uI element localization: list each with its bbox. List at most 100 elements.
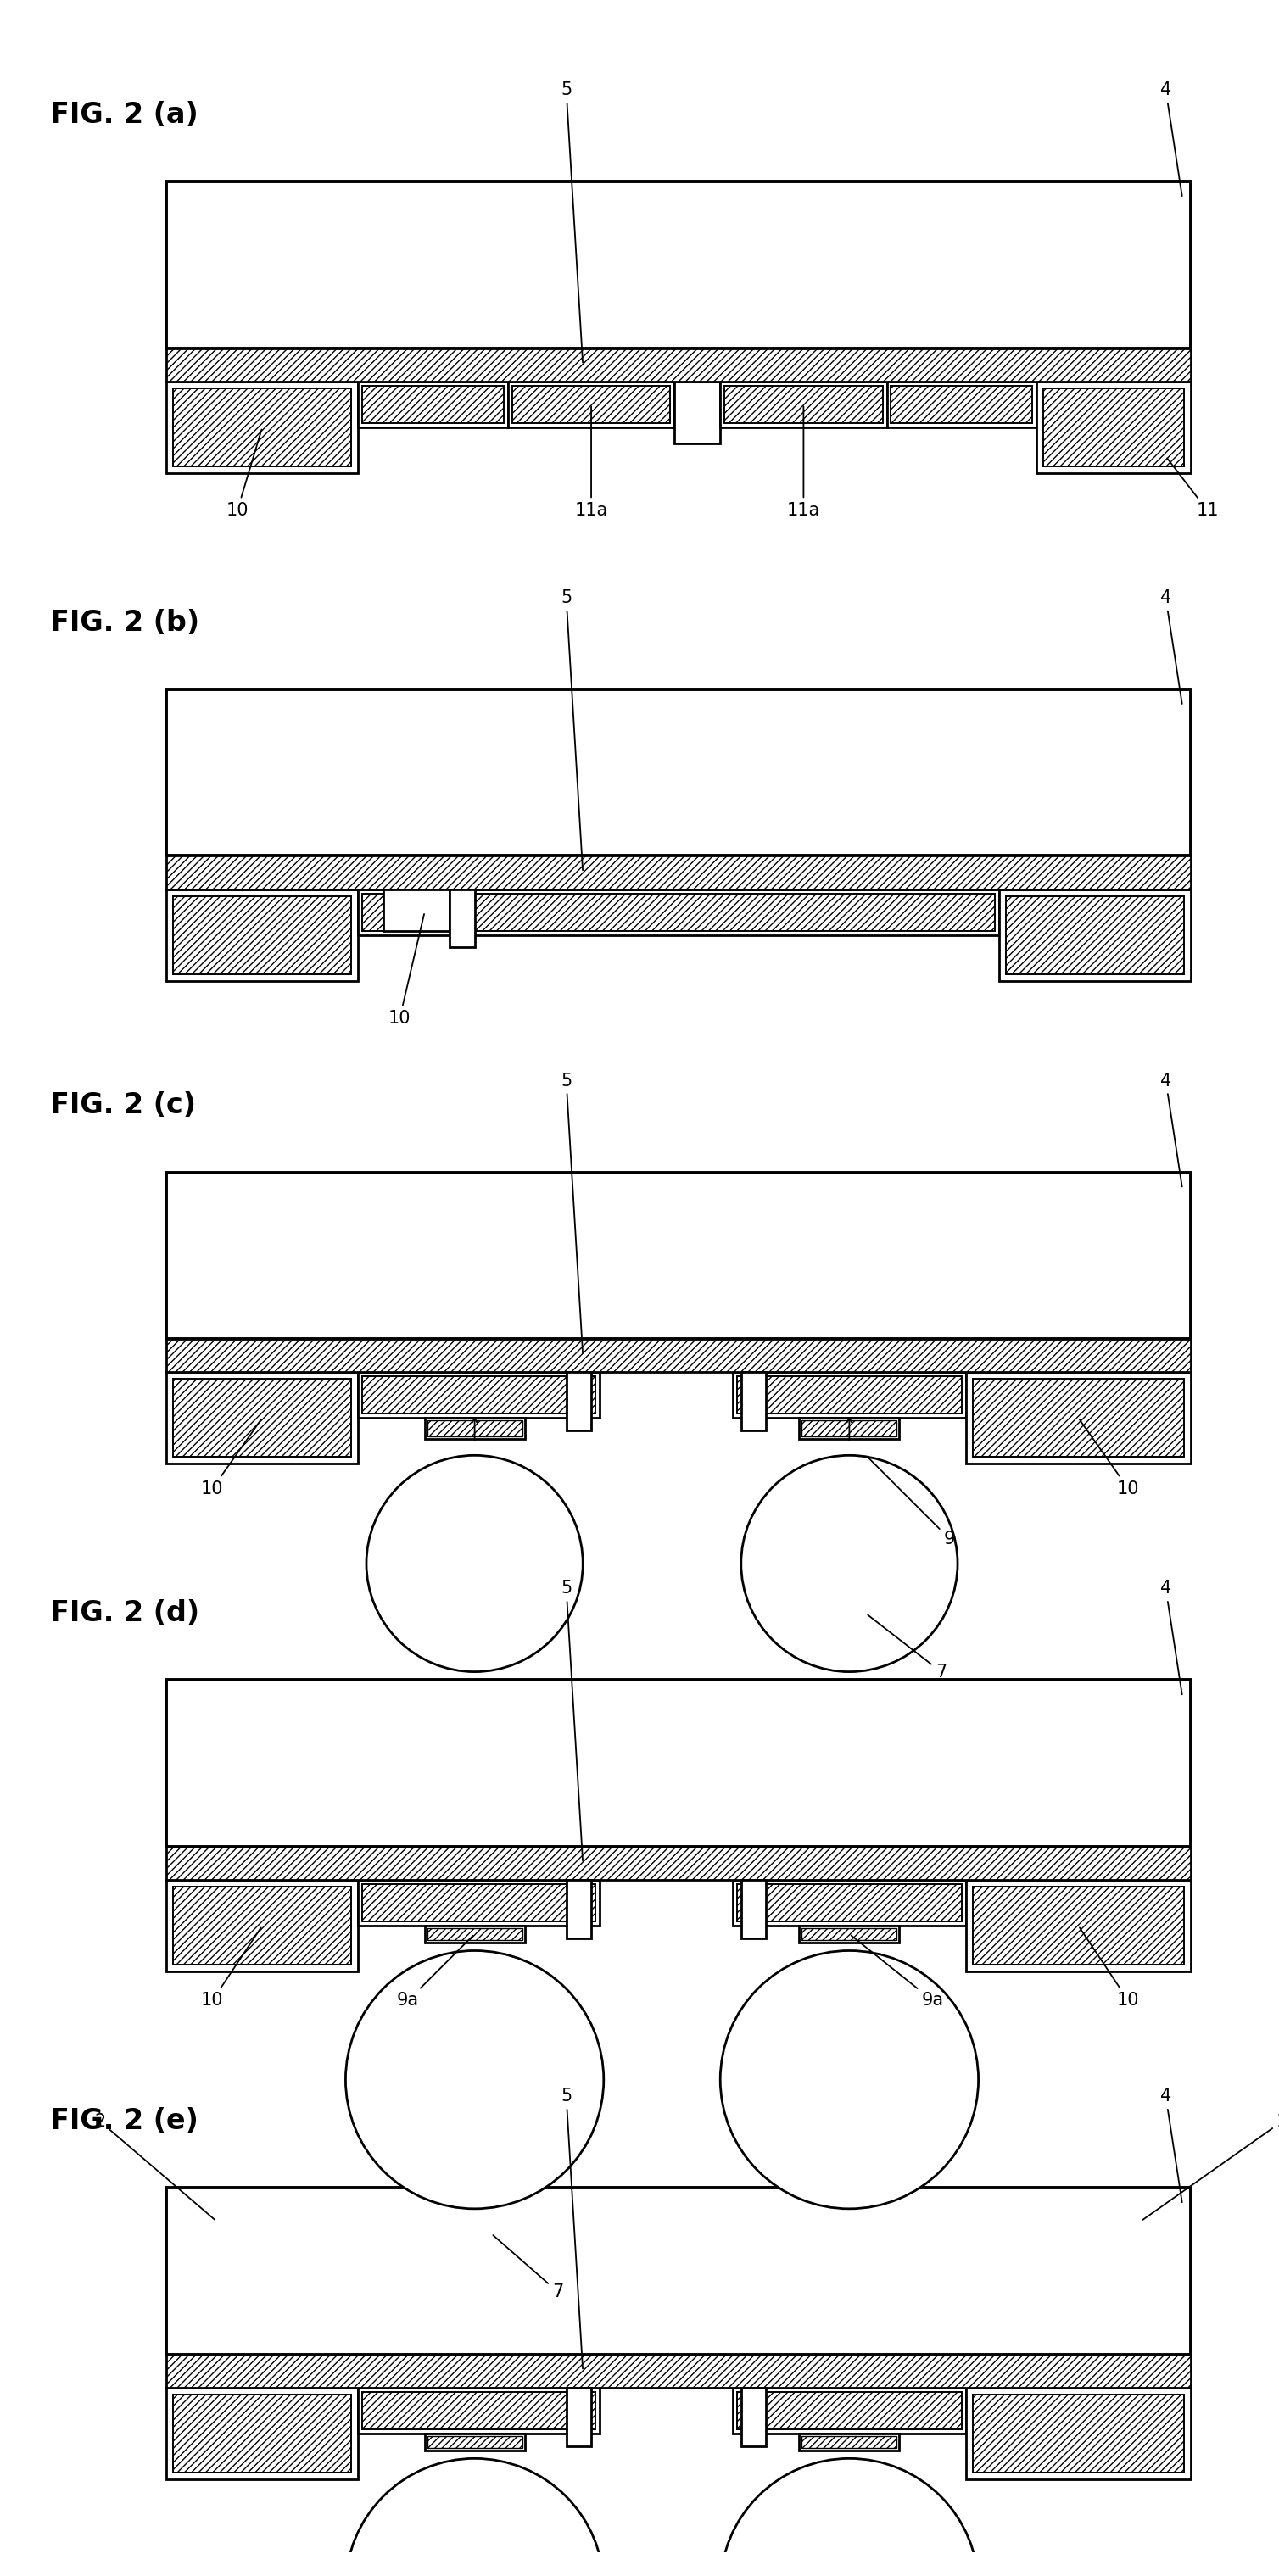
Bar	[362, 1883, 595, 1922]
Bar	[567, 2388, 591, 2447]
Bar	[1037, 381, 1191, 474]
Text: 9a: 9a	[396, 1935, 473, 2009]
Bar	[741, 2388, 766, 2447]
Bar	[567, 1373, 591, 1430]
Bar	[737, 1376, 962, 1414]
Bar	[972, 1886, 1184, 1965]
Text: 2: 2	[1142, 2112, 1279, 2221]
Text: 7: 7	[492, 2236, 564, 2300]
Bar	[733, 1373, 966, 1417]
Text: FIG. 2 (e): FIG. 2 (e)	[50, 2107, 198, 2136]
Bar	[425, 1927, 524, 1942]
Bar	[737, 1883, 962, 1922]
Text: 9a: 9a	[851, 1935, 944, 2009]
Bar	[802, 2437, 897, 2447]
Bar	[166, 1847, 1191, 1880]
Bar	[166, 2354, 1191, 2388]
Text: 5: 5	[560, 1072, 583, 1352]
Bar	[166, 889, 358, 981]
Bar	[166, 381, 358, 474]
Text: FIG. 2 (a): FIG. 2 (a)	[50, 100, 198, 129]
Bar	[737, 2393, 962, 2429]
Bar	[166, 1880, 358, 1971]
Circle shape	[366, 1455, 583, 1672]
Bar	[966, 2388, 1191, 2478]
Bar	[173, 2393, 352, 2473]
Text: FIG. 2 (d): FIG. 2 (d)	[50, 1600, 200, 1628]
Bar	[1005, 896, 1184, 974]
Text: 10: 10	[201, 1419, 261, 1497]
Bar	[802, 1419, 897, 1437]
Bar	[508, 381, 674, 428]
Bar	[999, 889, 1191, 981]
Text: 10: 10	[226, 430, 262, 518]
Bar	[166, 690, 1191, 855]
Text: 5: 5	[560, 590, 583, 871]
Bar	[427, 1929, 522, 1940]
Text: 11a: 11a	[787, 407, 820, 518]
Bar	[799, 1417, 899, 1437]
Bar	[166, 1340, 1191, 1373]
Bar	[358, 2388, 600, 2434]
Bar	[799, 2434, 899, 2450]
Bar	[425, 2434, 524, 2450]
Text: 4: 4	[1160, 1072, 1182, 1188]
Text: 2: 2	[95, 2112, 215, 2221]
Bar	[1044, 389, 1184, 466]
Text: 10: 10	[201, 1927, 261, 2009]
Bar	[741, 1373, 766, 1430]
Bar	[166, 1373, 358, 1463]
Text: 9: 9	[867, 1458, 955, 1548]
Text: 4: 4	[1160, 82, 1182, 196]
Bar	[972, 2393, 1184, 2473]
Circle shape	[741, 1455, 958, 1672]
Text: 10: 10	[389, 914, 425, 1028]
Text: 7: 7	[868, 1615, 946, 1680]
Bar	[166, 1680, 1191, 1847]
Bar	[567, 1880, 591, 1937]
Bar	[972, 1378, 1184, 1458]
Bar	[450, 889, 475, 948]
Bar	[425, 1417, 524, 1437]
Bar	[358, 889, 999, 935]
Bar	[362, 386, 504, 422]
Text: 11a: 11a	[574, 407, 608, 518]
Bar	[173, 389, 352, 466]
Bar	[362, 1376, 595, 1414]
Text: 4: 4	[1160, 2087, 1182, 2202]
Bar	[166, 348, 1191, 381]
Bar	[724, 386, 883, 422]
Bar	[173, 1378, 352, 1458]
Bar	[166, 2388, 358, 2478]
Text: 10: 10	[1079, 1927, 1140, 2009]
Text: 4: 4	[1160, 590, 1182, 703]
Bar	[173, 1886, 352, 1965]
Circle shape	[345, 1950, 604, 2208]
Bar	[427, 2437, 522, 2447]
Bar	[512, 386, 670, 422]
Bar	[358, 1373, 600, 1417]
Text: 5: 5	[560, 82, 583, 363]
Bar	[891, 386, 1032, 422]
Bar	[166, 855, 1191, 889]
Bar	[674, 381, 720, 443]
Bar	[166, 2187, 1191, 2354]
Circle shape	[720, 1950, 978, 2208]
Bar	[166, 183, 1191, 348]
Bar	[886, 381, 1037, 428]
Text: 5: 5	[560, 1579, 583, 1860]
Bar	[427, 1419, 522, 1437]
Bar	[799, 1927, 899, 1942]
Text: 10: 10	[1079, 1419, 1140, 1497]
Bar	[802, 1929, 897, 1940]
Text: 11: 11	[1168, 459, 1219, 518]
Bar	[166, 1172, 1191, 1340]
Text: 5: 5	[560, 2087, 583, 2370]
Bar	[741, 1880, 766, 1937]
Bar	[720, 381, 886, 428]
Text: 4: 4	[1160, 1579, 1182, 1695]
Circle shape	[345, 2458, 604, 2576]
Bar	[966, 1880, 1191, 1971]
Bar	[358, 381, 508, 428]
Bar	[173, 896, 352, 974]
